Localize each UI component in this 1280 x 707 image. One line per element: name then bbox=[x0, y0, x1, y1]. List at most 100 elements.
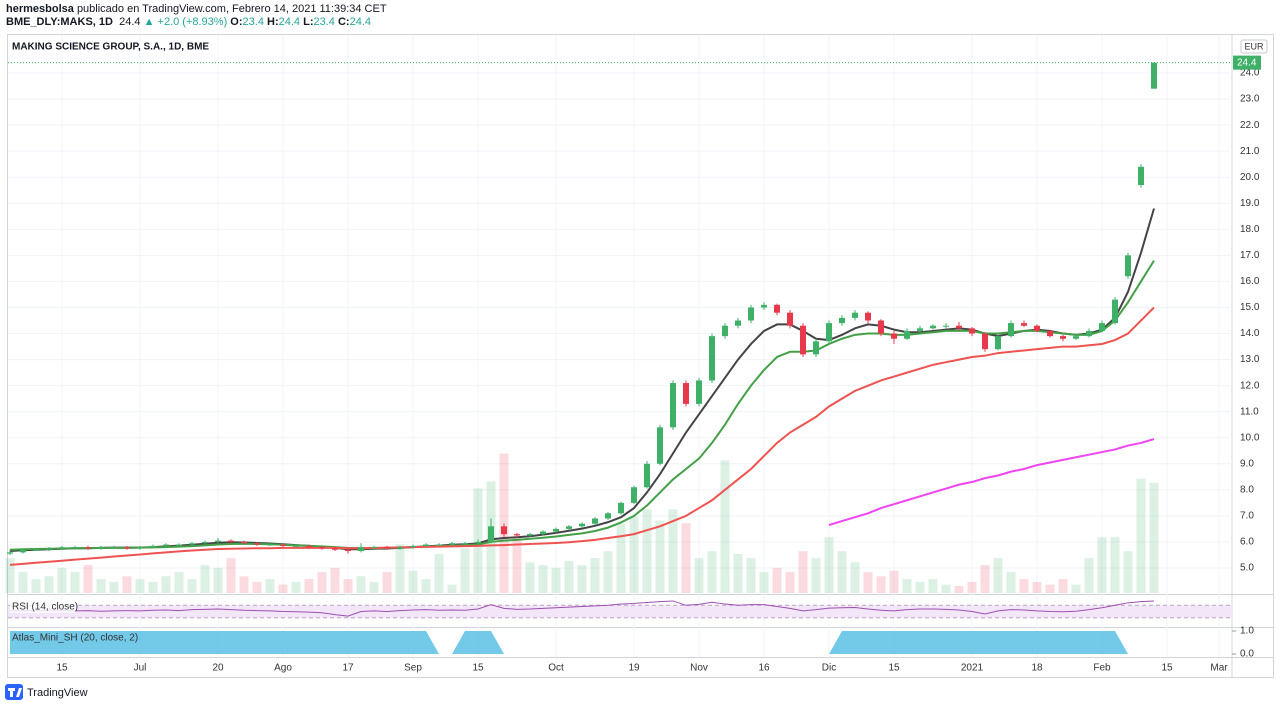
y-tick-label: 18.0 bbox=[1240, 224, 1260, 235]
volume-bar bbox=[291, 581, 301, 593]
x-tick-label: Sep bbox=[404, 663, 422, 674]
candle-body bbox=[748, 307, 754, 321]
candle-body bbox=[46, 548, 52, 550]
l-label: L: bbox=[303, 16, 314, 28]
candle-body bbox=[592, 518, 598, 524]
y-tick-label: 20.0 bbox=[1240, 172, 1260, 183]
candle-body bbox=[670, 383, 676, 428]
moving-average bbox=[828, 438, 1155, 526]
volume-bar bbox=[109, 581, 119, 593]
volume-bar bbox=[837, 551, 847, 593]
candle-body bbox=[865, 312, 871, 321]
volume-bar bbox=[57, 567, 67, 593]
open: 23.4 bbox=[242, 16, 264, 28]
volume-bar bbox=[421, 579, 431, 593]
candle-body bbox=[735, 320, 741, 326]
volume-bar bbox=[278, 584, 288, 593]
x-tick-label: 19 bbox=[628, 663, 640, 674]
volume-bar bbox=[18, 572, 28, 593]
volume-bar bbox=[902, 579, 912, 593]
volume-bar bbox=[408, 570, 418, 593]
y-tick-label: 17.0 bbox=[1240, 250, 1260, 261]
volume-bar bbox=[798, 551, 808, 593]
volume-bar bbox=[616, 523, 626, 593]
y-tick-label: 16.0 bbox=[1240, 276, 1260, 287]
y-tick-label: 19.0 bbox=[1240, 198, 1260, 209]
candle-body bbox=[111, 547, 117, 549]
candle-body bbox=[930, 325, 936, 329]
candle-body bbox=[540, 531, 546, 535]
moving-average bbox=[9, 208, 1155, 553]
candle-body bbox=[280, 544, 286, 546]
x-tick-label: Jul bbox=[134, 663, 147, 674]
candle-body bbox=[774, 304, 780, 313]
volume-bar bbox=[200, 565, 210, 593]
atlas-tick-label: 1.0 bbox=[1240, 626, 1254, 637]
c-label: C: bbox=[337, 16, 350, 28]
volume-bar bbox=[460, 548, 470, 593]
volume-bar bbox=[96, 579, 106, 593]
candle-body bbox=[423, 544, 429, 546]
candle-body bbox=[852, 312, 858, 318]
x-tick-label: Ago bbox=[274, 663, 292, 674]
candle-body bbox=[826, 323, 832, 342]
symbol: BME_DLY:MAKS, 1D bbox=[6, 16, 113, 28]
candle-body bbox=[462, 543, 468, 545]
volume-bar bbox=[694, 558, 704, 593]
volume-bar bbox=[824, 537, 834, 593]
candle-body bbox=[254, 543, 260, 545]
y-tick-label: 14.0 bbox=[1240, 328, 1260, 339]
volume-bar bbox=[538, 565, 548, 593]
volume-bar bbox=[707, 551, 717, 593]
candle-body bbox=[137, 547, 143, 549]
candle-body bbox=[891, 333, 897, 339]
x-tick-label: 2021 bbox=[961, 663, 984, 674]
candle-body bbox=[85, 547, 91, 549]
candle-body bbox=[1047, 330, 1053, 337]
candle-body bbox=[644, 463, 650, 488]
candle-body bbox=[553, 528, 559, 532]
candle-body bbox=[1125, 255, 1131, 277]
candle-body bbox=[293, 545, 299, 547]
x-tick-label: 15 bbox=[888, 663, 900, 674]
volume-bar bbox=[265, 579, 275, 593]
volume-bar bbox=[83, 565, 93, 593]
y-tick-label: 7.0 bbox=[1240, 511, 1254, 522]
candle-body bbox=[371, 547, 377, 549]
volume-bar bbox=[785, 572, 795, 593]
x-tick-label: 15 bbox=[472, 663, 484, 674]
candle-body bbox=[1008, 323, 1014, 337]
candle-body bbox=[124, 547, 130, 549]
candle-body bbox=[579, 523, 585, 527]
candle-body bbox=[1112, 299, 1118, 324]
volume-bar bbox=[759, 572, 769, 593]
candle-body bbox=[319, 547, 325, 549]
candle-body bbox=[59, 547, 65, 549]
candle-body bbox=[306, 545, 312, 548]
candle-body bbox=[449, 543, 455, 545]
atlas-title: Atlas_Mini_SH (20, close, 2) bbox=[12, 633, 138, 644]
volume-bar bbox=[642, 509, 652, 593]
candle-body bbox=[1021, 323, 1027, 326]
volume-bar bbox=[655, 520, 665, 593]
volume-bar bbox=[31, 579, 41, 593]
volume-bar bbox=[577, 565, 587, 593]
candle-body bbox=[436, 544, 442, 546]
volume-bar bbox=[1110, 537, 1120, 593]
volume-bar bbox=[343, 579, 353, 593]
volume-bar bbox=[1019, 579, 1029, 593]
volume-bar bbox=[850, 562, 860, 593]
candle-body bbox=[722, 325, 728, 337]
candle-body bbox=[956, 325, 962, 329]
candle-body bbox=[904, 330, 910, 339]
rsi-title: RSI (14, close) bbox=[12, 602, 78, 613]
candle-body bbox=[72, 547, 78, 549]
volume-bar bbox=[928, 579, 938, 593]
last: 24.4 bbox=[119, 16, 141, 28]
volume-bar bbox=[980, 565, 990, 593]
candle-body bbox=[514, 534, 520, 536]
volume-bar bbox=[1136, 478, 1146, 593]
volume-bar bbox=[213, 567, 223, 593]
y-tick-label: 15.0 bbox=[1240, 302, 1260, 313]
